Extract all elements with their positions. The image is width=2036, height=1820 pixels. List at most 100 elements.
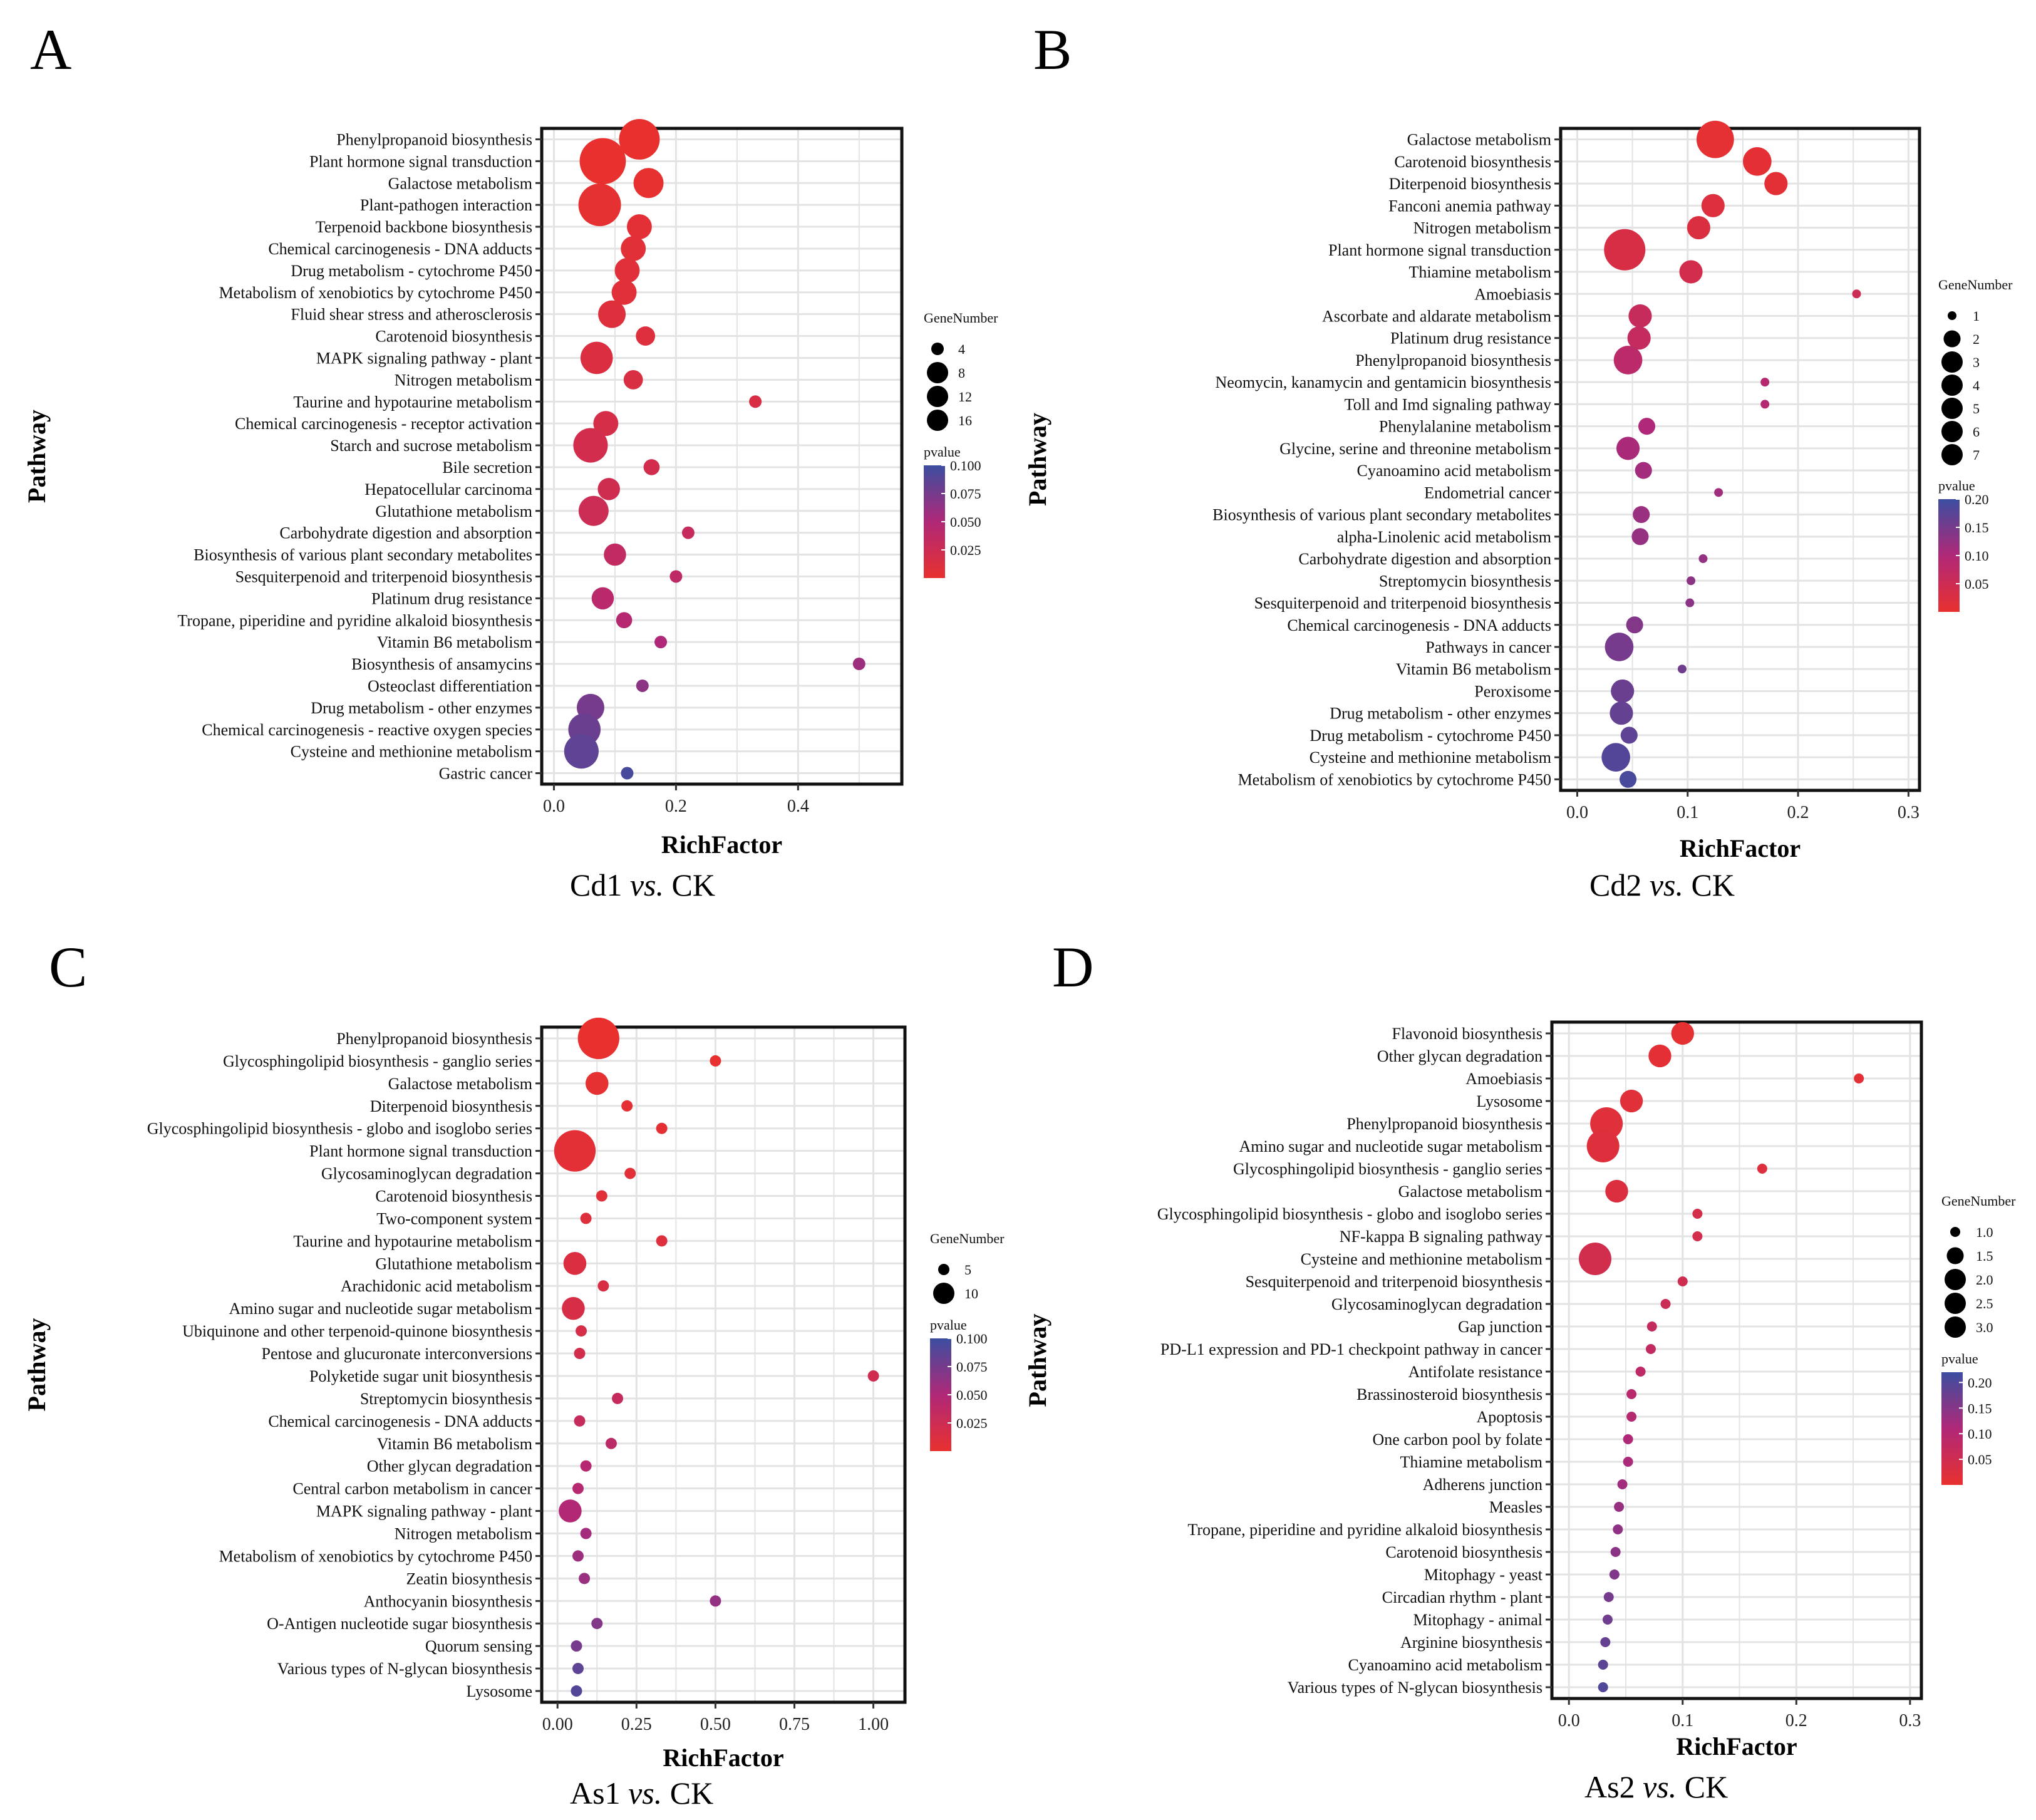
color-legend-bar — [1941, 1372, 1963, 1485]
plot-frame — [540, 127, 904, 786]
y-tick-label: Bile secretion — [442, 458, 532, 477]
size-legend: GeneNumber 1 2 3 4 5 6 7 — [1938, 277, 2013, 465]
plot-frame — [1550, 1020, 1923, 1700]
data-point — [1603, 1592, 1614, 1602]
size-legend: GeneNumber 5 10 — [930, 1231, 1005, 1304]
data-point — [614, 257, 640, 283]
y-tick-label: Lysosome — [467, 1682, 532, 1700]
data-point — [1638, 418, 1656, 435]
x-tick-label: 0.2 — [665, 797, 687, 816]
data-point — [1610, 1547, 1621, 1557]
data-point — [554, 1130, 596, 1172]
y-axis-title: Pathway — [1023, 1314, 1052, 1407]
data-point — [867, 1370, 879, 1382]
data-point — [1627, 326, 1651, 350]
size-legend-dot — [1945, 1293, 1966, 1314]
y-tick-label: Flavonoid biosynthesis — [1392, 1025, 1543, 1043]
size-legend-title: GeneNumber — [1941, 1193, 2016, 1209]
data-point — [1760, 378, 1770, 387]
x-tick-label: 0.50 — [700, 1715, 731, 1734]
data-point — [1598, 1660, 1608, 1670]
size-legend-dot — [927, 410, 948, 431]
color-legend-label: 0.10 — [1965, 548, 1989, 564]
y-tick-label: Glycosphingolipid biosynthesis - ganglio… — [223, 1052, 532, 1070]
y-tick-label: Glutathione metabolism — [375, 1254, 532, 1273]
y-tick-label: Apoptosis — [1477, 1408, 1543, 1426]
x-tick-label: 0.1 — [1672, 1711, 1693, 1730]
grid-lines — [542, 128, 902, 784]
data-point — [1660, 1299, 1671, 1309]
y-tick-label: Mitophagy - yeast — [1424, 1566, 1543, 1584]
data-point — [563, 1252, 587, 1275]
y-tick-label: Galactose metabolism — [388, 174, 532, 192]
color-legend-label: 0.15 — [1965, 520, 1989, 535]
data-point — [710, 1055, 721, 1067]
data-point — [1620, 726, 1638, 744]
x-tick-label: 0.0 — [1558, 1711, 1580, 1730]
y-tick-label: Amino sugar and nucleotide sugar metabol… — [1239, 1137, 1543, 1156]
plot-frame — [540, 1025, 907, 1704]
panel-b: B Galactose metabolism Carotenoid biosynth… — [1023, 18, 2013, 902]
size-legend-dot — [1950, 1227, 1960, 1237]
y-tick-label: Carotenoid biosynthesis — [1385, 1543, 1543, 1561]
size-legend-label: 10 — [964, 1286, 978, 1301]
y-axis-title: Pathway — [1023, 413, 1052, 506]
x-tick-label: 0.2 — [1787, 803, 1809, 822]
y-tick-label: Cyanoamino acid metabolism — [1348, 1656, 1543, 1674]
data-point — [574, 1415, 586, 1427]
y-tick-label: Glycosaminoglycan degradation — [1331, 1295, 1543, 1313]
y-tick-label: Glycosphingolipid biosynthesis - ganglio… — [1233, 1160, 1543, 1178]
y-tick-label: Diterpenoid biosynthesis — [1389, 175, 1551, 193]
panel-caption: As2 vs. CK — [1584, 1769, 1728, 1804]
x-tick-label: 0.3 — [1898, 803, 1920, 822]
data-point — [1578, 1243, 1611, 1275]
size-legend-label: 5 — [1973, 401, 1980, 416]
y-tick-label: Taurine and hypotaurine metabolism — [293, 1232, 532, 1250]
data-point — [573, 428, 608, 463]
y-tick-label: Ascorbate and aldarate metabolism — [1322, 307, 1551, 325]
x-tick-label: 0.4 — [787, 797, 809, 816]
y-tick-label: Plant hormone signal transduction — [309, 1142, 532, 1161]
data-point — [578, 184, 621, 227]
data-point — [577, 1017, 619, 1060]
data-point — [572, 1482, 584, 1494]
y-tick-label: Toll and Imd signaling pathway — [1345, 395, 1551, 413]
data-point — [1602, 1615, 1613, 1625]
y-tick-label: Vitamin B6 metabolism — [1396, 660, 1551, 678]
size-legend-dot — [927, 362, 948, 383]
x-tick-label: 0.0 — [1566, 803, 1588, 822]
y-tick-label: Cyanoamino acid metabolism — [1357, 462, 1552, 480]
data-point — [1701, 194, 1725, 217]
y-tick-label: Hepatocellular carcinoma — [364, 480, 532, 499]
data-point — [1646, 1321, 1657, 1331]
data-point — [636, 326, 656, 346]
y-tick-label: Two-component system — [376, 1209, 532, 1228]
y-tick-label: Sesquiterpenoid and triterpenoid biosynt… — [1254, 594, 1551, 613]
y-tick-label: Vitamin B6 metabolism — [377, 633, 532, 651]
data-point — [564, 734, 599, 769]
data-point — [1692, 1209, 1703, 1219]
data-point — [626, 214, 652, 239]
size-legend-label: 4 — [958, 341, 965, 357]
size-legend-label: 2.5 — [1976, 1296, 1993, 1311]
data-point — [1620, 770, 1637, 788]
data-point — [1692, 1231, 1703, 1241]
y-tick-label: O-Antigen nucleotide sugar biosynthesis — [267, 1615, 532, 1633]
data-point — [1687, 576, 1696, 586]
grid-lines — [1552, 1022, 1921, 1698]
data-point — [1614, 1502, 1625, 1512]
data-point — [621, 1100, 633, 1112]
y-tick-label: Various types of N-glycan biosynthesis — [277, 1660, 532, 1678]
y-tick-label: NF-kappa B signaling pathway — [1340, 1228, 1543, 1246]
y-tick-label: Biosynthesis of various plant secondary … — [1212, 506, 1551, 524]
color-legend-title: pvalue — [1938, 478, 1975, 494]
size-legend-label: 4 — [1973, 378, 1980, 393]
y-tick-label: Thiamine metabolism — [1409, 263, 1551, 281]
data-point — [669, 570, 683, 583]
y-tick-label: Platinum drug resistance — [371, 589, 532, 608]
y-tick-label: Chemical carcinogenesis - DNA adducts — [268, 240, 532, 258]
data-point — [1854, 1073, 1864, 1083]
data-point — [1623, 1457, 1633, 1467]
